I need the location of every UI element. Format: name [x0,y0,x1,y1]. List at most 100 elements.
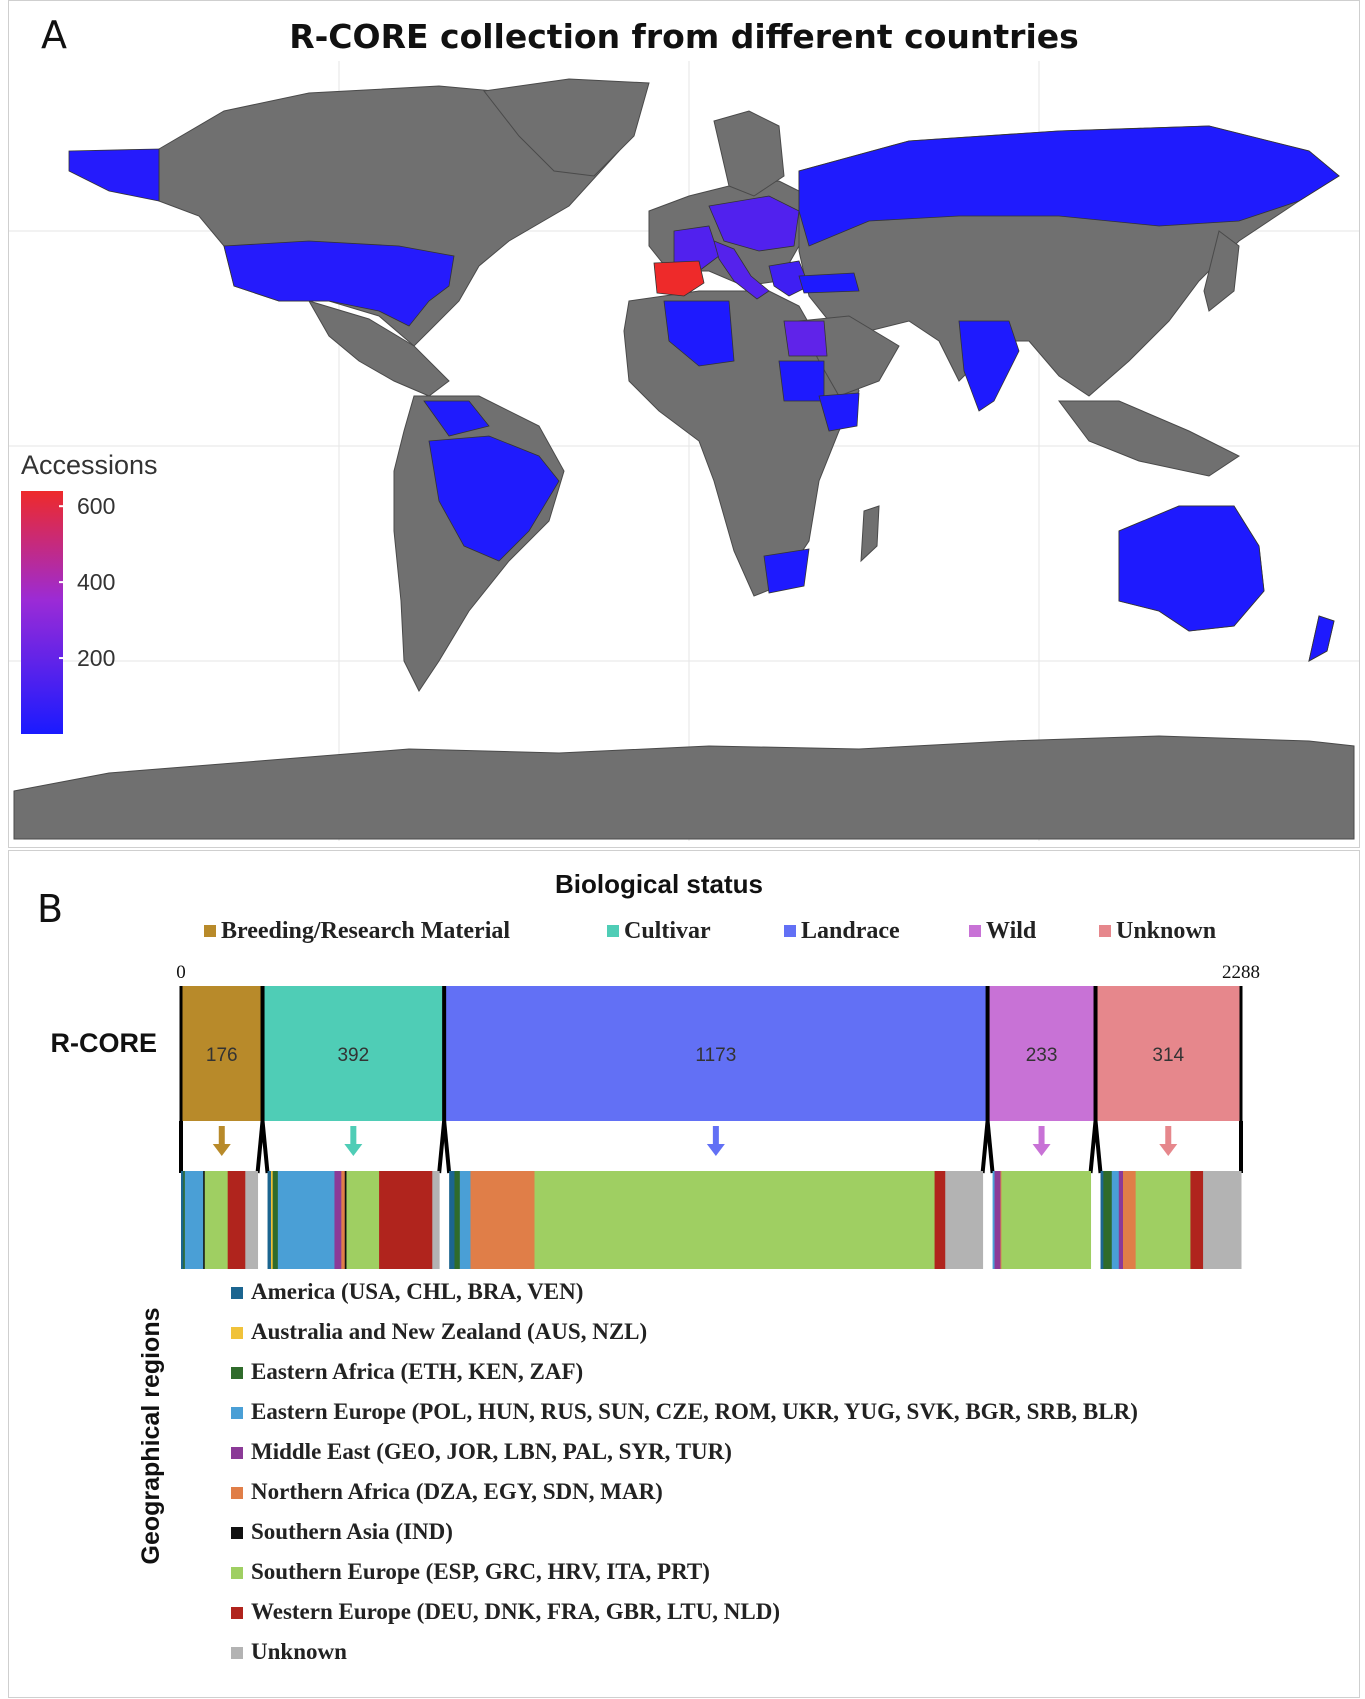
region-bar-segment [449,1171,455,1269]
status-bar-value: 233 [1026,1045,1058,1066]
region-legend-swatch [231,1647,243,1659]
region-bar-segment [270,1171,274,1269]
region-legend-swatch [231,1487,243,1499]
connector-line [985,1120,995,1174]
status-bar-value: 314 [1152,1045,1184,1066]
region-bar-segment [945,1171,984,1269]
country-russia [798,125,1340,247]
legend-colorbar [21,491,63,734]
country-france [673,225,720,272]
region-bar-segment [272,1171,279,1269]
status-legend-swatch [1099,925,1111,937]
status-legend-label: Unknown [1116,918,1216,944]
country-new-zealand [1308,615,1335,662]
region-bar-segment [1135,1171,1191,1269]
country-central-europe [708,195,800,252]
status-arrow-head [212,1144,231,1156]
region-legend-swatch [231,1527,243,1539]
region-bars [181,1171,1242,1269]
country-australia [1118,505,1265,632]
legend-tick-label: 600 [77,493,115,519]
legend-tick-label: 200 [77,645,115,671]
region-bar-segment [204,1171,229,1269]
region-legend-label: Eastern Europe (POL, HUN, RUS, SUN, CZE,… [251,1399,1138,1424]
country-group [68,125,1340,662]
region-bar-segment [183,1171,186,1269]
country-brazil [428,435,560,562]
land-antarctica [13,735,1355,840]
region-bar-segment [1111,1171,1120,1269]
status-bar-segment [987,986,1096,1121]
region-bar-segment [203,1171,206,1269]
region-bar-segment [1118,1171,1124,1269]
region-legend-label: Western Europe (DEU, DNK, FRA, GBR, LTU,… [251,1599,780,1624]
status-bar-value: 392 [337,1045,369,1066]
stacked-bar-chart: Biological status Breeding/Research Mate… [51,869,1261,1664]
country-egypt [783,320,828,357]
region-legend-swatch [231,1407,243,1419]
land-japan [1203,230,1240,312]
region-legend-swatch [231,1607,243,1619]
region-legend-swatch [231,1287,243,1299]
region-bar-segment [334,1171,342,1269]
status-legend-swatch [607,925,619,937]
status-legend-label: Landrace [801,918,900,944]
region-bar-segment [341,1171,346,1269]
region-legend-label: Middle East (GEO, JOR, LBN, PAL, SYR, TU… [251,1439,732,1464]
region-legend: America (USA, CHL, BRA, VEN) Australia an… [231,1279,1138,1664]
region-bar-segment [245,1171,259,1269]
region-bar-segment [432,1171,440,1269]
axis-max-label: 2288 [1222,962,1260,983]
region-bar-segment [992,1171,996,1269]
region-legend-label: Northern Africa (DZA, EGY, SDN, MAR) [251,1479,663,1504]
country-india [958,320,1020,412]
country-greece [768,260,810,297]
legend-ticks: 600 400 200 [59,493,115,671]
status-arrow-shaft [712,1126,719,1148]
region-bar-segment [1203,1171,1242,1269]
country-venezuela [423,400,490,437]
row-label: R-CORE [51,1028,158,1058]
axis-min-label: 0 [176,962,186,983]
region-legend-title: Geographical regions [137,1307,165,1564]
status-arrow-head [706,1144,725,1156]
region-legend-label: Southern Asia (IND) [251,1519,453,1544]
status-bar-value: 176 [206,1045,238,1066]
land-madagascar [860,505,880,563]
status-legend-swatch [969,925,981,937]
status-arrow-head [344,1144,363,1156]
status-legend: Breeding/Research Material Cultivar Landra… [204,918,1216,944]
region-legend-swatch [231,1367,243,1379]
status-legend-label: Cultivar [624,918,711,944]
biological-status-title: Biological status [555,869,763,899]
status-arrow-shaft [350,1126,357,1148]
connector-line [1093,1120,1103,1174]
region-bar-segment [1001,1171,1092,1269]
region-legend-swatch [231,1447,243,1459]
region-legend-label: Australia and New Zealand (AUS, NZL) [251,1319,647,1344]
region-bar-segment [459,1171,471,1269]
status-bar-segment [1095,986,1241,1121]
region-bar-segment [1123,1171,1137,1269]
region-bar-segment [277,1171,335,1269]
land-greenland [483,78,650,177]
map-title: R-CORE collection from different countri… [289,17,1079,56]
region-legend-label: Eastern Africa (ETH, KEN, ZAF) [251,1359,583,1384]
arrows [212,1126,1178,1156]
region-bar-segment [346,1171,380,1269]
country-italy [713,240,770,300]
status-arrow-shaft [1165,1126,1172,1148]
land-southeast-asia [1058,400,1240,477]
panel-a-label: A [41,13,67,57]
status-arrow-head [1159,1144,1178,1156]
region-bar-segment [454,1171,461,1269]
region-legend-label: Southern Europe (ESP, GRC, HRV, ITA, PRT… [251,1559,710,1584]
land-scandinavia [713,110,785,197]
region-legend-label: America (USA, CHL, BRA, VEN) [251,1279,583,1304]
panel-b-label: B [37,887,64,931]
country-south-africa [763,548,810,594]
status-bar-segment [262,986,445,1121]
region-legend-label: Unknown [251,1639,347,1664]
country-alaska [68,148,160,202]
status-bar-value: 1173 [695,1045,736,1066]
